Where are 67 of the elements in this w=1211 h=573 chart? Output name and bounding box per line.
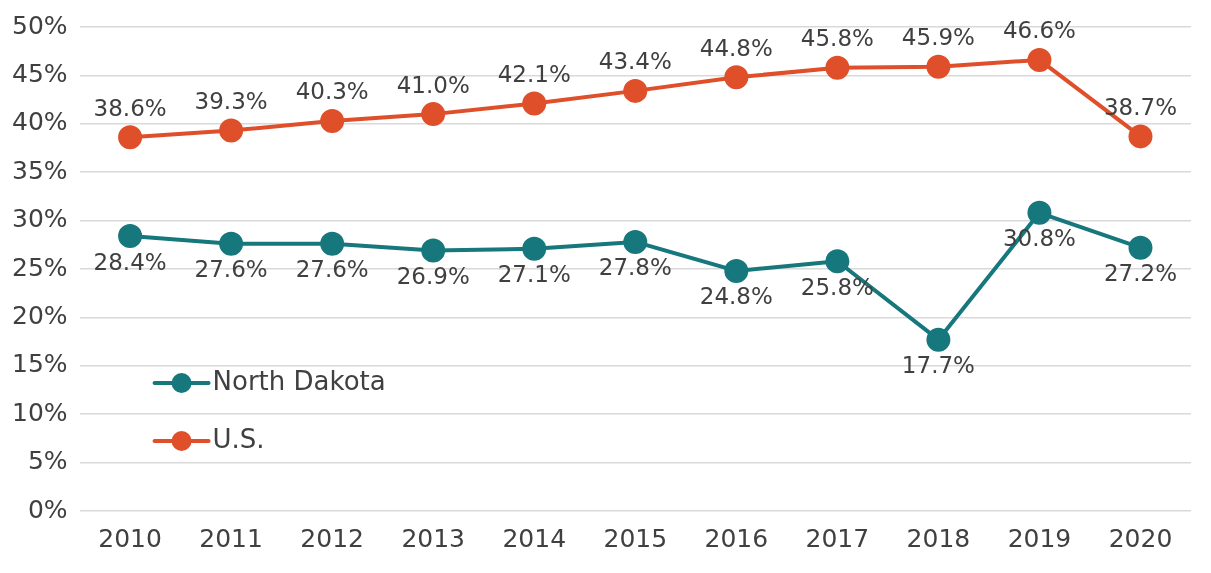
y-tick-label: 35% xyxy=(11,155,68,185)
data-label: 42.1% xyxy=(497,60,571,87)
data-label: 25.8% xyxy=(800,273,874,300)
point xyxy=(118,224,143,249)
x-tick-label: 2011 xyxy=(199,523,263,553)
y-tick-label: 40% xyxy=(11,107,68,137)
data-label: 27.2% xyxy=(1103,260,1178,287)
data-label: 27.6% xyxy=(295,256,369,283)
y-tick-label: 0% xyxy=(27,494,68,524)
x-tick-label: 2016 xyxy=(704,523,769,553)
y-tick-label: 20% xyxy=(11,300,68,330)
point xyxy=(724,65,749,90)
point xyxy=(320,231,345,256)
data-label: 44.8% xyxy=(699,34,773,61)
x-tick-label: 2017 xyxy=(805,523,870,553)
data-label: 28.4% xyxy=(93,248,167,275)
y-tick-label: 5% xyxy=(27,446,68,476)
legend-label: North Dakota xyxy=(212,365,386,396)
point xyxy=(724,258,749,283)
y-tick-label: 45% xyxy=(11,58,68,88)
point xyxy=(320,108,345,133)
x-tick-label: 2010 xyxy=(98,523,162,553)
point xyxy=(1128,235,1153,260)
data-label: 26.9% xyxy=(396,263,470,290)
data-label: 41.0% xyxy=(396,71,470,98)
data-label: 27.1% xyxy=(497,261,571,288)
data-label: 38.6% xyxy=(93,94,167,121)
data-label: 43.4% xyxy=(598,48,672,75)
point xyxy=(522,236,547,261)
x-tick-label: 2012 xyxy=(300,523,364,553)
y-tick-label: 25% xyxy=(11,252,68,282)
point xyxy=(522,91,547,116)
point xyxy=(825,55,850,80)
y-tick-label: 30% xyxy=(11,204,68,234)
x-tick-label: 2014 xyxy=(502,523,567,553)
data-label: 39.3% xyxy=(194,88,268,115)
x-tick-label: 2019 xyxy=(1007,523,1072,553)
data-label: 46.6% xyxy=(1002,17,1076,44)
point xyxy=(421,238,446,263)
data-label: 17.7% xyxy=(901,352,975,379)
point xyxy=(1027,200,1052,225)
data-label: 38.7% xyxy=(1103,93,1178,120)
point xyxy=(1128,124,1153,149)
point xyxy=(219,118,244,143)
y-tick-label: 15% xyxy=(11,349,68,379)
data-label: 27.6% xyxy=(194,256,268,283)
x-tick-label: 2020 xyxy=(1108,523,1173,553)
x-tick-label: 2018 xyxy=(906,523,971,553)
x-tick-label: 2013 xyxy=(401,523,466,553)
y-tick-label: 50% xyxy=(11,10,68,40)
x-tick-label: 2015 xyxy=(603,523,668,553)
data-label: 27.8% xyxy=(598,254,672,281)
legend-label: U.S. xyxy=(212,423,265,454)
point xyxy=(219,231,244,256)
data-label: 40.3% xyxy=(295,78,369,105)
data-label: 45.8% xyxy=(800,25,874,52)
point xyxy=(421,102,446,127)
point xyxy=(926,327,951,352)
point xyxy=(623,78,648,103)
point xyxy=(926,54,951,79)
point xyxy=(825,249,850,274)
point xyxy=(1027,47,1052,72)
y-tick-label: 10% xyxy=(11,397,68,427)
data-label: 45.9% xyxy=(901,24,975,51)
data-label: 24.8% xyxy=(699,283,773,310)
point xyxy=(118,125,143,150)
point xyxy=(623,229,648,254)
